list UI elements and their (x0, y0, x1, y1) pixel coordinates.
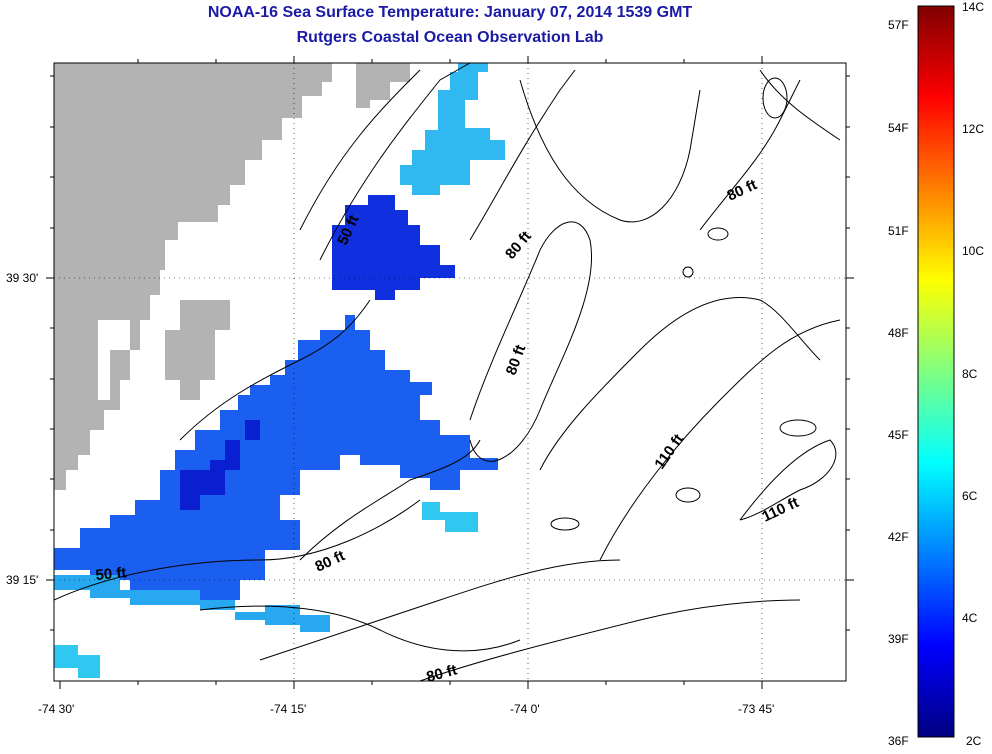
colorbar-c-label: 2C (966, 734, 982, 748)
sst-patch (180, 420, 260, 510)
colorbar-c-label: 10C (962, 244, 985, 258)
sst-patch (54, 315, 498, 600)
sst-patch (54, 575, 330, 632)
colorbar-f-label: 54F (888, 121, 909, 135)
y-tick-label: 39 30' (6, 271, 39, 285)
colorbar-c-label: 4C (962, 611, 978, 625)
sst-patch (400, 63, 505, 195)
x-tick-label: -73 45' (738, 702, 775, 716)
colorbar-f-label: 39F (888, 632, 909, 646)
contour-label: 50 ft (95, 564, 127, 584)
land-area (356, 63, 410, 108)
axis-ticks (46, 56, 854, 689)
colorbar-c-label: 12C (962, 122, 985, 136)
colorbar-c-label: 6C (962, 489, 978, 503)
sst-patch (422, 502, 478, 532)
graticule (54, 63, 846, 681)
land-area (54, 63, 332, 490)
colorbar-c-label: 14C (962, 0, 985, 14)
map-subtitle: Rutgers Coastal Ocean Observation Lab (296, 29, 604, 46)
y-tick-label: 39 15' (6, 573, 39, 587)
colorbar-c-label: 8C (962, 367, 978, 381)
colorbar-f-label: 48F (888, 326, 909, 340)
contour-label: 80 ft (425, 661, 459, 685)
depth-contours (54, 63, 841, 681)
x-tick-label: -74 0' (510, 702, 540, 716)
land-area (165, 300, 230, 400)
colorbar-f-label: 57F (888, 18, 909, 32)
land-area (98, 320, 130, 400)
colorbar-f-label: 42F (888, 530, 909, 544)
colorbar-f-label: 36F (888, 734, 909, 748)
colorbar-f-label: 51F (888, 224, 909, 238)
sst-patch (54, 645, 100, 678)
map-title: NOAA-16 Sea Surface Temperature: January… (207, 4, 693, 21)
x-tick-label: -74 30' (38, 702, 75, 716)
colorbar (917, 5, 955, 738)
colorbar-f-label: 45F (888, 428, 909, 442)
x-tick-label: -74 15' (270, 702, 307, 716)
sst-patch (332, 195, 455, 300)
